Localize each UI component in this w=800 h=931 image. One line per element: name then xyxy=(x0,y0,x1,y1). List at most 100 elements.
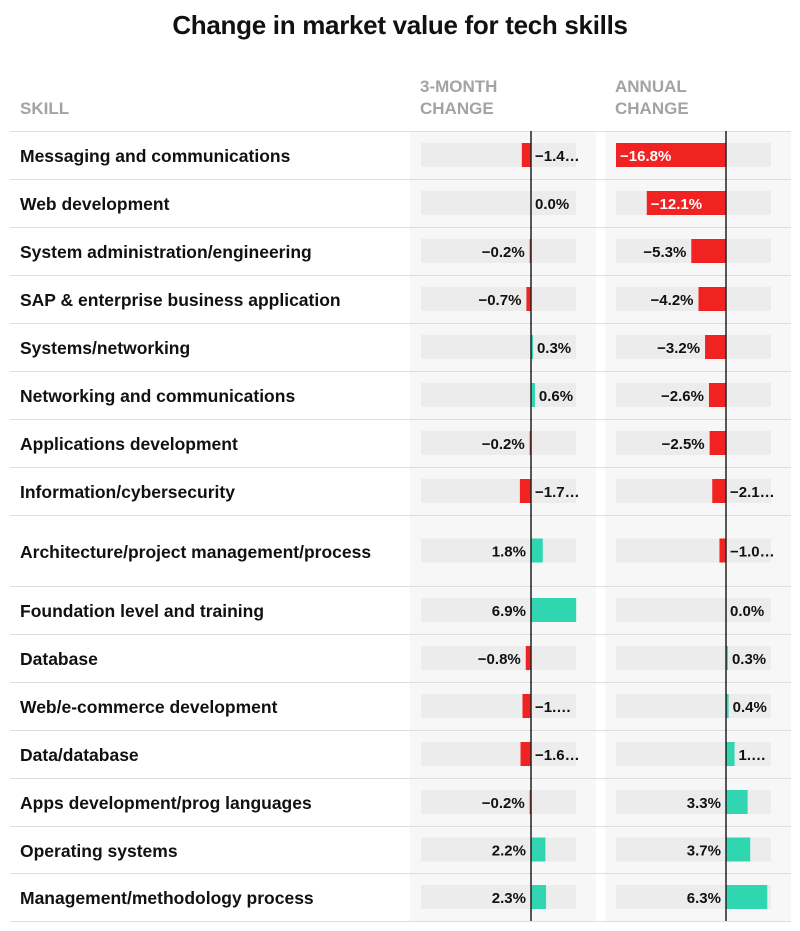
value-label-3m: 1.8% xyxy=(492,544,526,561)
bar-annual xyxy=(719,538,726,563)
bar-3m xyxy=(531,538,543,563)
bar-annual xyxy=(616,143,726,167)
value-label-3m: −1.6… xyxy=(535,747,580,764)
value-label-annual: 0.3% xyxy=(732,651,766,668)
bar-3m xyxy=(531,383,535,407)
column-header-3-month-change: 3-MONTH CHANGE xyxy=(420,77,498,118)
table-row: Data/database xyxy=(10,730,791,778)
bar-3m xyxy=(521,143,531,167)
bar-3m xyxy=(522,694,531,718)
skill-label: Information/cybersecurity xyxy=(20,482,235,502)
table-row: Information/cybersecurity xyxy=(10,467,791,515)
bar-track-3m xyxy=(421,742,576,766)
value-label-annual: −2.5% xyxy=(662,436,705,453)
value-label-annual: −2.6% xyxy=(661,388,704,405)
value-label-3m: 2.3% xyxy=(492,890,526,907)
value-label-annual: 3.7% xyxy=(687,843,721,860)
table-row: Systems/networking xyxy=(10,323,791,371)
skill-label: Operating systems xyxy=(20,840,178,861)
bar-track-annual xyxy=(616,694,771,718)
bar-track-3m xyxy=(421,143,576,167)
bar-3m xyxy=(520,742,531,766)
bar-track-3m xyxy=(421,885,576,909)
value-label-annual: −12.1% xyxy=(651,196,702,213)
column-header-annual-change: ANNUAL CHANGE xyxy=(615,77,689,118)
bar-track-3m xyxy=(421,431,576,455)
value-label-3m: −1.… xyxy=(535,699,571,716)
value-label-3m: 0.6% xyxy=(539,388,573,405)
table-row: System administration/engineering xyxy=(10,227,791,275)
skill-label: Messaging and communications xyxy=(20,146,291,166)
value-label-annual: −16.8% xyxy=(620,148,671,165)
bar-track-annual xyxy=(616,742,771,766)
bar-3m xyxy=(531,335,533,359)
table-row: Apps development/prog languages xyxy=(10,778,791,826)
value-label-annual: −2.1… xyxy=(730,484,775,501)
bar-track-annual xyxy=(616,287,771,311)
value-label-3m: −0.7% xyxy=(478,292,521,309)
value-label-annual: 1.… xyxy=(739,747,767,764)
bar-track-3m xyxy=(421,479,576,503)
skill-label: Apps development/prog languages xyxy=(20,793,312,813)
table-row: Management/methodology process xyxy=(10,873,791,921)
value-label-3m: −0.2% xyxy=(482,795,525,812)
skill-label: Applications development xyxy=(20,434,238,454)
value-label-annual: −4.2% xyxy=(651,292,694,309)
bar-track-3m xyxy=(421,646,576,670)
chart-title: Change in market value for tech skills xyxy=(172,10,628,40)
bar-track-3m xyxy=(421,837,576,862)
skill-label: Architecture/project management/process xyxy=(20,541,372,562)
bar-track-annual xyxy=(616,598,771,622)
bar-track-3m xyxy=(421,383,576,407)
bar-track-annual xyxy=(616,383,771,407)
value-label-annual: −1.0… xyxy=(730,544,775,561)
bar-track-annual xyxy=(616,479,771,503)
table-row: Networking and communications xyxy=(10,371,791,419)
column-separator xyxy=(596,131,605,921)
bar-track-3m xyxy=(421,191,576,215)
table-row: SAP & enterprise business application xyxy=(10,275,791,323)
bar-annual xyxy=(726,742,735,766)
skill-label: Database xyxy=(20,649,98,669)
bar-track-annual xyxy=(616,431,771,455)
value-label-3m: 0.3% xyxy=(537,340,571,357)
bar-annual xyxy=(726,694,729,718)
bar-track-3m xyxy=(421,790,576,814)
table-row: Applications development xyxy=(10,419,791,467)
skill-label: Web development xyxy=(20,194,170,214)
value-label-3m: 6.9% xyxy=(492,603,526,620)
bar-annual xyxy=(726,646,728,670)
bar-annual xyxy=(726,885,768,909)
skill-label: Networking and communications xyxy=(20,386,296,406)
skill-label: System administration/engineering xyxy=(20,242,312,262)
skill-label: Web/e-commerce development xyxy=(20,697,278,717)
bar-3m xyxy=(519,479,531,503)
bar-annual xyxy=(709,431,726,455)
column-header-skill: SKILL xyxy=(20,99,70,118)
bar-track-annual xyxy=(616,538,771,563)
value-label-3m: −0.2% xyxy=(482,244,525,261)
bar-3m xyxy=(531,885,547,909)
bar-annual xyxy=(712,479,726,503)
skill-label: SAP & enterprise business application xyxy=(20,290,341,310)
table-row: Architecture/project management/process xyxy=(10,515,791,586)
skill-label: Systems/networking xyxy=(20,338,191,358)
table-row: Messaging and communications xyxy=(10,131,791,179)
value-label-annual: 0.4% xyxy=(733,699,767,716)
bar-annual xyxy=(646,191,726,215)
table-row: Web development xyxy=(10,179,791,227)
bar-3m xyxy=(531,837,546,862)
table-row: Foundation level and training xyxy=(10,586,791,634)
value-label-annual: 6.3% xyxy=(687,890,721,907)
bar-track-3m xyxy=(421,335,576,359)
skill-label: Data/database xyxy=(20,745,139,765)
value-label-3m: 2.2% xyxy=(492,843,526,860)
bar-3m xyxy=(526,287,531,311)
table-row: Database xyxy=(10,634,791,682)
table-row: Web/e-commerce development xyxy=(10,682,791,730)
bar-annual xyxy=(726,837,751,862)
bar-annual xyxy=(705,335,726,359)
skill-label: Management/methodology process xyxy=(20,888,314,908)
value-label-annual: 0.0% xyxy=(730,603,764,620)
